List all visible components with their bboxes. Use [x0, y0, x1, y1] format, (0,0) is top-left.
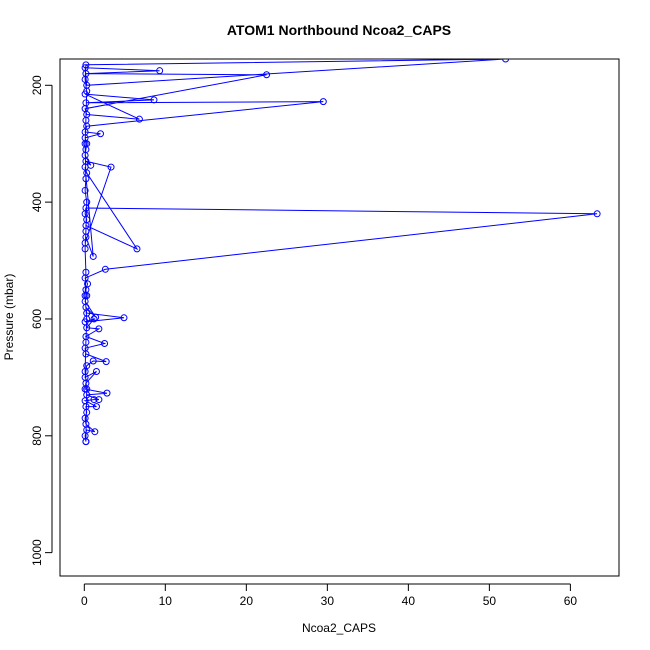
- data-point: [102, 358, 110, 366]
- data-point: [135, 115, 143, 123]
- x-tick-label: 50: [483, 594, 497, 608]
- data-point: [95, 325, 103, 333]
- data-point: [97, 130, 105, 138]
- data-point: [82, 338, 90, 346]
- data-point: [90, 315, 98, 323]
- data-point: [81, 292, 89, 300]
- data-point: [263, 71, 271, 79]
- data-point: [81, 368, 89, 376]
- data-point: [101, 339, 109, 347]
- y-tick-label: 200: [30, 75, 44, 95]
- data-point: [91, 428, 99, 436]
- data-point: [92, 313, 100, 321]
- data-point: [92, 368, 100, 376]
- data-point: [87, 161, 95, 169]
- data-point: [82, 227, 90, 235]
- x-tick-label: 30: [321, 594, 335, 608]
- data-point: [81, 75, 89, 83]
- data-point: [90, 396, 98, 404]
- y-tick-label: 600: [30, 309, 44, 329]
- data-point: [84, 280, 92, 288]
- data-point: [150, 96, 158, 104]
- data-point: [133, 245, 141, 253]
- data-point: [81, 245, 89, 253]
- data-point: [83, 315, 91, 323]
- series-line: [83, 59, 598, 442]
- plot-frame: [59, 58, 620, 577]
- data-point: [156, 67, 164, 75]
- chart-title: ATOM1 Northbound Ncoa2_CAPS: [227, 22, 451, 38]
- x-tick-label: 0: [81, 594, 88, 608]
- data-point: [107, 163, 115, 171]
- x-tick-label: 40: [402, 594, 416, 608]
- data-point: [103, 389, 111, 397]
- data-point: [83, 385, 91, 393]
- data-point: [82, 116, 90, 124]
- x-tick-label: 60: [564, 594, 578, 608]
- data-point: [95, 396, 103, 404]
- data-point: [83, 87, 91, 95]
- data-point: [81, 140, 89, 148]
- y-tick-label: 800: [30, 425, 44, 445]
- data-point: [82, 61, 90, 69]
- x-tick-label: 20: [240, 594, 254, 608]
- data-point: [89, 357, 97, 365]
- x-axis-label: Ncoa2_CAPS: [302, 621, 376, 635]
- data-point: [593, 210, 601, 218]
- data-point: [101, 265, 109, 273]
- y-axis: 200 400 600 800 1000: [30, 75, 53, 566]
- data-point: [319, 98, 327, 106]
- data-point: [502, 59, 510, 63]
- data-point: [82, 438, 90, 446]
- data-point: [82, 175, 90, 183]
- data-point: [81, 105, 89, 113]
- data-point: [120, 314, 128, 322]
- x-axis: 0 10 20 30 40 50 60: [81, 583, 578, 608]
- y-tick-label: 1000: [30, 539, 44, 566]
- data-point: [82, 268, 90, 276]
- data-layer: [81, 59, 601, 446]
- x-tick-label: 10: [159, 594, 173, 608]
- data-point: [83, 198, 91, 206]
- y-tick-label: 400: [30, 192, 44, 212]
- y-axis-label: Pressure (mbar): [2, 274, 16, 361]
- data-point: [92, 403, 100, 411]
- data-point: [81, 64, 89, 72]
- data-point: [81, 186, 89, 194]
- data-point: [89, 252, 97, 260]
